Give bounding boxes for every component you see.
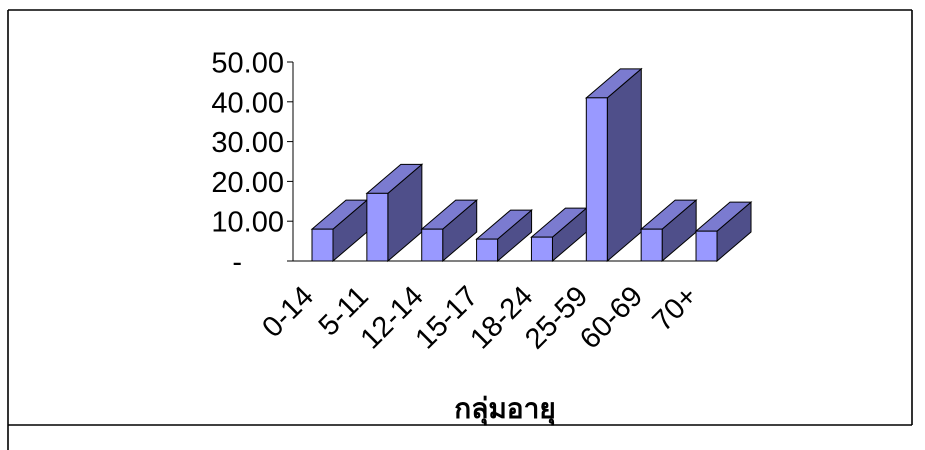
bar-12-14 (420, 199, 479, 263)
bar-18-24 (530, 207, 588, 263)
chart-frame (7, 9, 913, 450)
bar-5-11 (365, 163, 424, 263)
y-tick-label: 30.00 (211, 127, 284, 159)
bar-front-face (640, 228, 663, 262)
x-tick-label: 15-17 (409, 280, 484, 355)
y-tick-label: 10.00 (211, 207, 284, 239)
y-tick-label: - (232, 247, 242, 279)
x-tick-label: 18-24 (464, 280, 539, 355)
x-tick-label: 70+ (647, 280, 704, 337)
bar-front-face (421, 228, 444, 262)
bar-front-face (695, 230, 718, 262)
bar-front-face (585, 97, 608, 262)
bar-25-59 (584, 67, 643, 263)
bar-front-face (530, 236, 553, 262)
bar-15-17 (475, 209, 533, 263)
x-tick-label: 0-14 (256, 280, 320, 344)
bar-0-14 (310, 199, 369, 263)
y-tick-label: 20.00 (211, 167, 284, 199)
bar-front-face (366, 192, 389, 262)
bar-60-69 (639, 199, 698, 263)
x-tick-label: 60-69 (574, 280, 649, 355)
y-tick-label: 40.00 (211, 87, 284, 119)
bar-side-face (606, 67, 642, 263)
bar-70+ (694, 201, 753, 263)
bar-front-face (311, 228, 334, 262)
y-tick-label: 50.00 (211, 48, 284, 80)
x-tick-label: 12-14 (355, 280, 430, 355)
bar-front-face (476, 238, 499, 262)
y-axis-ticks: - 10.00 20.00 30.00 40.00 50.00 (211, 48, 293, 279)
x-axis-title: กลุ่มอายุ (454, 393, 556, 426)
x-tick-label: 25-59 (519, 280, 594, 355)
bar-series (310, 67, 753, 263)
